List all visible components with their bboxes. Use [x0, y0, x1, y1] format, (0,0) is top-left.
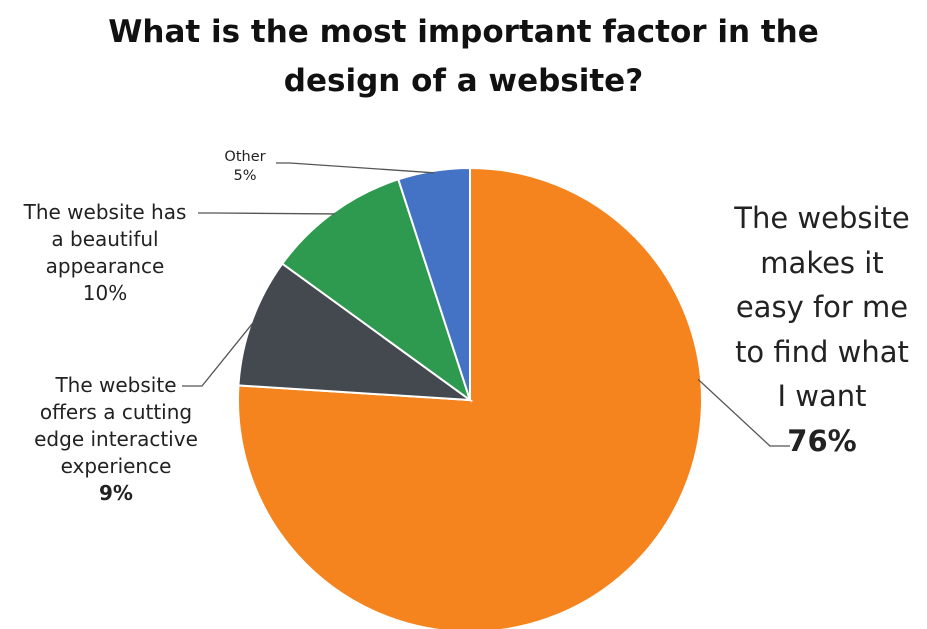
slice-label-interactive: The website offers a cutting edge intera…: [16, 372, 216, 507]
label-line: appearance: [45, 254, 165, 278]
pie-slice-interactive: [237, 262, 474, 402]
label-line: The website: [734, 201, 910, 235]
label-line: easy for me: [735, 290, 909, 324]
slice-label-other: Other 5%: [210, 148, 280, 186]
label-line: Other: [224, 149, 266, 165]
pie-slice-beautiful: [280, 178, 472, 403]
slice-value-interactive: 9%: [99, 481, 133, 505]
chart-title-line-1: What is the most important factor in the: [108, 14, 819, 50]
slice-value-beautiful: 10%: [82, 281, 128, 305]
slice-label-beautiful: The website has a beautiful appearance 1…: [5, 199, 205, 307]
leader-line-interactive: [182, 321, 255, 387]
chart-title-line-2: design of a website?: [283, 63, 644, 99]
label-line: offers a cutting: [39, 400, 193, 424]
leader-line-easy-to-find: [697, 378, 790, 447]
label-line: makes it: [760, 245, 884, 280]
leader-line-other: [276, 162, 435, 174]
pie-slice-other: [397, 166, 471, 401]
label-line: The website has: [23, 200, 187, 224]
label-line: I want: [777, 379, 867, 413]
label-line: a beautiful: [51, 227, 159, 251]
label-line: to find what: [735, 334, 909, 369]
slice-label-easy-to-find: The website makes it easy for me to find…: [712, 196, 927, 463]
label-line: experience: [60, 454, 172, 478]
label-line: edge interactive: [34, 427, 198, 451]
chart-title: What is the most important factor in the…: [0, 8, 927, 106]
slice-value-other: 5%: [233, 168, 257, 184]
label-line: The website: [55, 373, 177, 397]
slice-value-easy-to-find: 76%: [787, 423, 857, 458]
leader-line-beautiful: [198, 212, 335, 215]
